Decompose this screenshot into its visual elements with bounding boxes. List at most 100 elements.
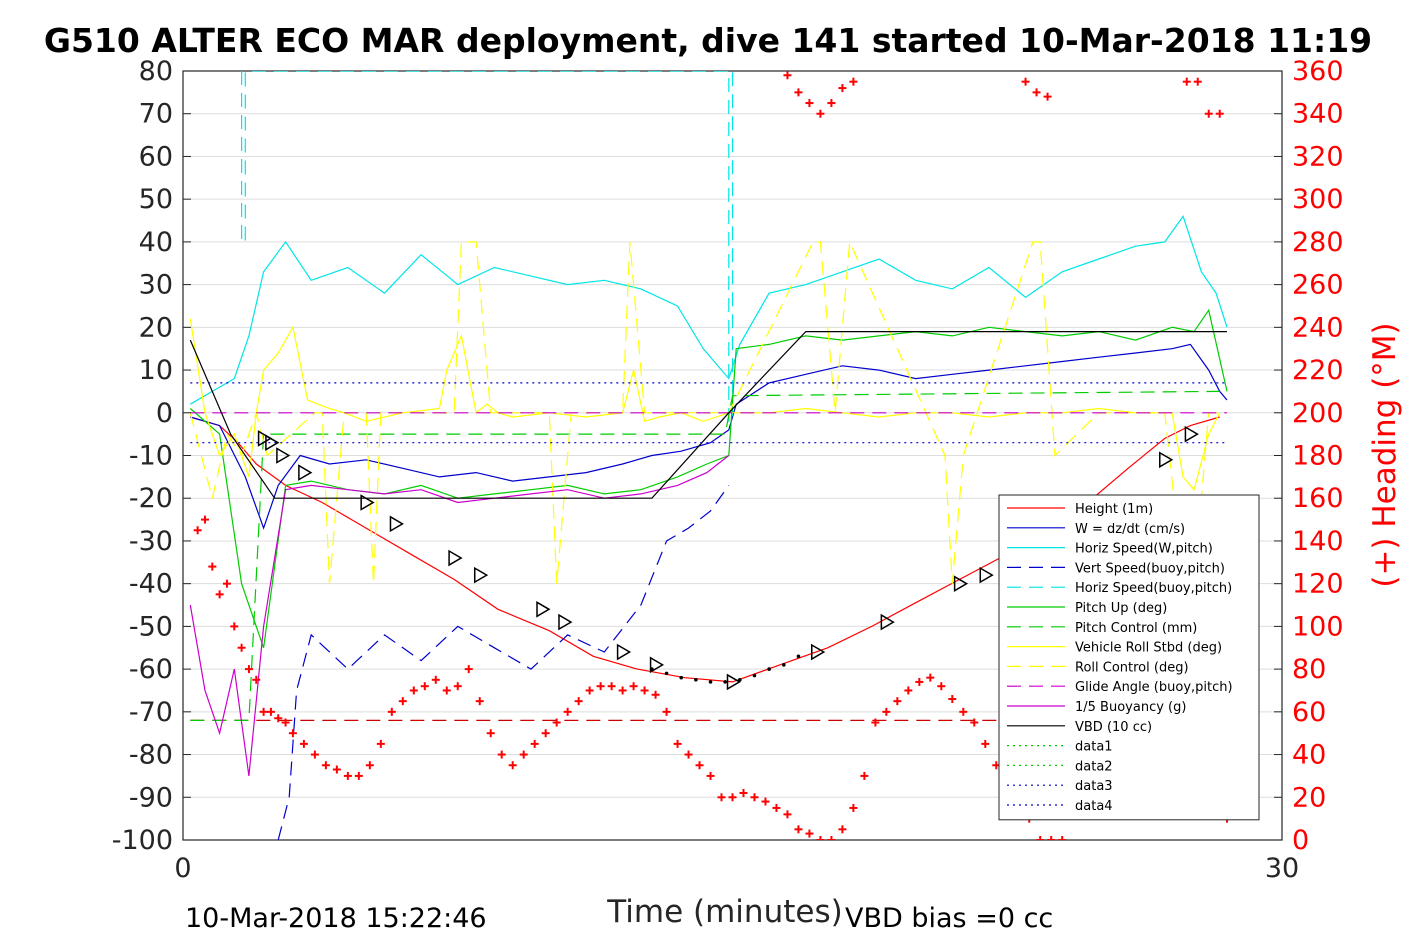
heading-point — [519, 750, 528, 759]
depth-marker — [257, 430, 273, 447]
legend-entry: Pitch Control (mm) — [1075, 621, 1197, 636]
depth-dot — [708, 680, 713, 684]
heading-point — [497, 750, 506, 759]
heading-point — [237, 643, 246, 652]
heading-point — [783, 71, 792, 80]
heading-point — [574, 697, 583, 706]
x-tick-label: 30 — [1265, 853, 1299, 884]
y-right-tick-label: 140 — [1292, 526, 1344, 557]
heading-point — [222, 579, 231, 588]
legend-entry: Roll Control (deg) — [1075, 660, 1189, 675]
heading-point — [794, 88, 803, 97]
heading-point — [827, 836, 836, 840]
heading-point — [596, 682, 605, 691]
y-right-tick-label: 320 — [1292, 141, 1344, 172]
chart-title: G510 ALTER ECO MAR deployment, dive 141 … — [44, 21, 1372, 60]
right-axis-label: (+) Heading (°M) — [1367, 322, 1403, 587]
heading-point — [208, 562, 217, 571]
heading-point — [739, 789, 748, 798]
y-tick-label: -30 — [129, 526, 173, 557]
heading-point — [926, 673, 935, 682]
y-tick-label: 30 — [139, 270, 173, 301]
depth-dot — [723, 680, 727, 684]
heading-point — [215, 590, 224, 599]
depth-dot — [679, 675, 684, 680]
heading-point — [651, 690, 660, 699]
heading-point — [332, 765, 341, 774]
heading-point — [1215, 109, 1224, 118]
heading-point — [321, 761, 330, 770]
y-tick-label: -40 — [129, 569, 173, 600]
heading-point — [937, 682, 946, 691]
y-right-tick-label: 280 — [1292, 227, 1344, 258]
heading-point — [299, 739, 308, 748]
y-tick-label: -70 — [129, 697, 173, 728]
heading-point — [662, 707, 671, 716]
depth-dot — [664, 671, 669, 676]
heading-point — [585, 686, 594, 695]
heading-point — [794, 825, 803, 834]
heading-point — [387, 707, 396, 716]
series-line-3 — [277, 485, 730, 840]
heading-point — [783, 810, 792, 819]
y-tick-label: 0 — [156, 398, 173, 429]
heading-point — [365, 761, 374, 770]
heading-point — [541, 729, 550, 738]
y-right-tick-label: 80 — [1292, 654, 1326, 685]
heading-point — [376, 739, 385, 748]
heading-point — [1058, 836, 1067, 840]
heading-point — [838, 825, 847, 834]
depth-marker — [953, 575, 969, 592]
series-line-5 — [189, 308, 1228, 648]
y-tick-label: 50 — [139, 184, 173, 215]
y-right-tick-label: 360 — [1292, 56, 1344, 87]
heading-point — [750, 793, 759, 802]
legend-entry: data1 — [1075, 740, 1113, 755]
depth-marker — [360, 494, 375, 511]
y-tick-label: -20 — [129, 483, 173, 514]
heading-point — [1193, 77, 1202, 86]
y-tick-label: -60 — [129, 654, 173, 685]
legend-entry: Vehicle Roll Stbd (deg) — [1075, 641, 1222, 656]
heading-point — [193, 526, 202, 535]
depth-marker — [448, 549, 463, 567]
series-line-1 — [190, 343, 1228, 530]
depth-dot — [767, 667, 771, 671]
axes-layer: 80706050403020100-10-20-30-40-50-60-70-8… — [112, 56, 1344, 884]
legend-entry: data2 — [1075, 759, 1113, 774]
heading-point — [464, 665, 473, 674]
depth-marker — [1159, 451, 1174, 469]
depth-dot — [694, 677, 698, 682]
heading-point — [409, 686, 418, 695]
heading-point — [200, 515, 209, 524]
heading-point — [673, 739, 682, 748]
heading-point — [252, 675, 261, 684]
y-tick-label: -100 — [112, 825, 173, 856]
heading-point — [849, 77, 858, 86]
legend-box — [998, 494, 1260, 821]
heading-point — [266, 707, 275, 716]
heading-point — [244, 665, 253, 674]
depth-marker — [536, 600, 551, 618]
heading-point — [816, 836, 825, 840]
y-right-tick-label: 340 — [1292, 99, 1344, 130]
y-tick-label: -10 — [129, 441, 173, 472]
heading-point — [882, 707, 891, 716]
heading-point — [849, 803, 858, 812]
heading-point — [915, 677, 924, 686]
depth-marker — [616, 643, 632, 661]
heading-point — [816, 109, 825, 118]
legend-entry: VBD (10 cc) — [1075, 720, 1152, 735]
heading-point — [552, 718, 561, 727]
heading-point — [761, 797, 770, 806]
heading-point — [475, 697, 484, 706]
heading-point — [1047, 836, 1056, 840]
depth-marker — [1184, 425, 1199, 443]
series-line-11 — [189, 331, 1227, 499]
depth-marker — [811, 643, 826, 661]
depth-marker — [298, 464, 313, 481]
depth-marker — [276, 447, 291, 464]
heading-point — [695, 761, 704, 770]
heading-point — [431, 675, 440, 684]
heading-point — [717, 793, 726, 802]
